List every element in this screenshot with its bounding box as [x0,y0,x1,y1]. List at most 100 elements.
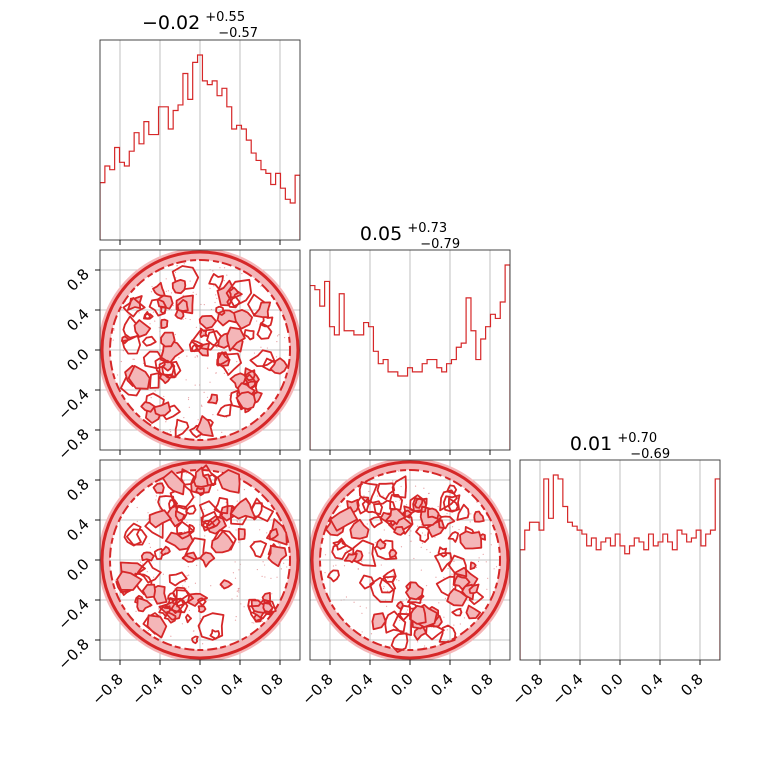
sample-point [186,575,188,577]
contour-blob [253,301,272,319]
sample-point [332,565,335,567]
contour-blob [176,299,189,312]
title-param-1: 0.05 +0.73 −0.79 [360,217,460,252]
contour-blob [434,552,453,573]
contour-blob [188,339,205,353]
contour-blob [228,286,240,299]
contour-blob [140,401,156,413]
sample-point [146,571,148,573]
sample-point [196,564,198,566]
contour-blob [213,497,229,515]
sample-point [210,585,212,587]
contour-blob [267,544,288,568]
sample-point [424,534,426,536]
contour-blob [163,597,185,614]
sample-point [437,505,439,508]
contour-blob [393,526,406,536]
contour-blob [198,315,217,330]
x-tick-label: −0.8 [298,670,336,708]
sample-point [259,529,261,531]
contour-blob [180,468,198,486]
sample-point [228,526,230,528]
sample-point [410,540,412,542]
y-tick-label: −0.4 [54,595,92,633]
sample-point [112,339,114,341]
contour-blob [176,520,195,540]
x-tick-label: −0.8 [88,670,126,708]
sample-point [217,489,219,491]
title-plus: +0.70 [617,431,657,446]
sample-point [335,564,337,566]
sample-point [426,549,428,551]
contour-blob [259,314,274,328]
contour-blob [163,611,177,624]
sample-point [238,569,240,571]
contour-blob [371,612,387,631]
sample-point [132,358,134,360]
sample-point [185,587,187,589]
x-tick-label: 0.0 [597,670,627,700]
sample-point [237,521,239,523]
title-median: −0.02 [142,12,200,34]
x-tick-label: 0.0 [177,670,207,700]
title-minus: −0.57 [218,26,258,41]
sample-point [453,624,455,626]
sample-point [361,612,363,614]
sample-point [176,265,179,267]
sample-point [185,317,187,320]
sample-point [162,573,164,575]
sample-point [486,588,488,590]
contour-blob [199,327,208,338]
contour-blob [126,528,148,546]
contour-blob [160,331,176,348]
panel-content [100,250,300,450]
sample-point [174,333,176,336]
sample-point [451,586,453,588]
sample-point [402,600,404,602]
sample-point [400,485,402,488]
contour-blob [216,469,241,494]
sample-point [420,524,423,526]
contour-blob [235,391,257,410]
sample-point [181,623,184,625]
contour-blob [197,597,207,607]
contour-blob [405,581,424,601]
sample-point [169,431,172,433]
sample-point [165,278,167,280]
contour-blob [447,497,459,512]
sample-point [241,272,243,275]
contour-blob [160,545,171,557]
sample-point [376,495,379,497]
sample-point [264,564,266,566]
contour-blob [141,583,156,599]
sample-point [238,591,240,593]
sample-point [357,568,359,570]
sample-point [228,394,231,397]
sample-point [423,487,425,489]
contour-blob [133,319,152,338]
contour-blob [219,579,233,590]
sample-point [170,292,173,294]
sample-point [165,421,167,423]
x-tick-label: −0.4 [338,670,376,708]
sample-point [183,417,185,419]
contour-blob [199,500,223,527]
sample-point [405,598,408,600]
sample-point [260,346,262,348]
sample-point [236,361,238,363]
sample-point [212,270,214,272]
contour-blob [249,540,268,558]
x-tick-label: 0.4 [217,670,247,700]
contour-blob [149,372,160,389]
sample-point [135,610,137,612]
sample-point [395,500,397,503]
panel-content [100,460,300,660]
sample-point [421,602,423,604]
sample-point [184,581,186,583]
title-param-2: 0.01 +0.70 −0.69 [570,427,670,462]
sample-point [485,561,487,563]
histogram-panel-0 [99,39,301,241]
sample-point [387,577,389,580]
contour-blob [468,583,480,594]
y-tick-label: −0.4 [54,385,92,423]
